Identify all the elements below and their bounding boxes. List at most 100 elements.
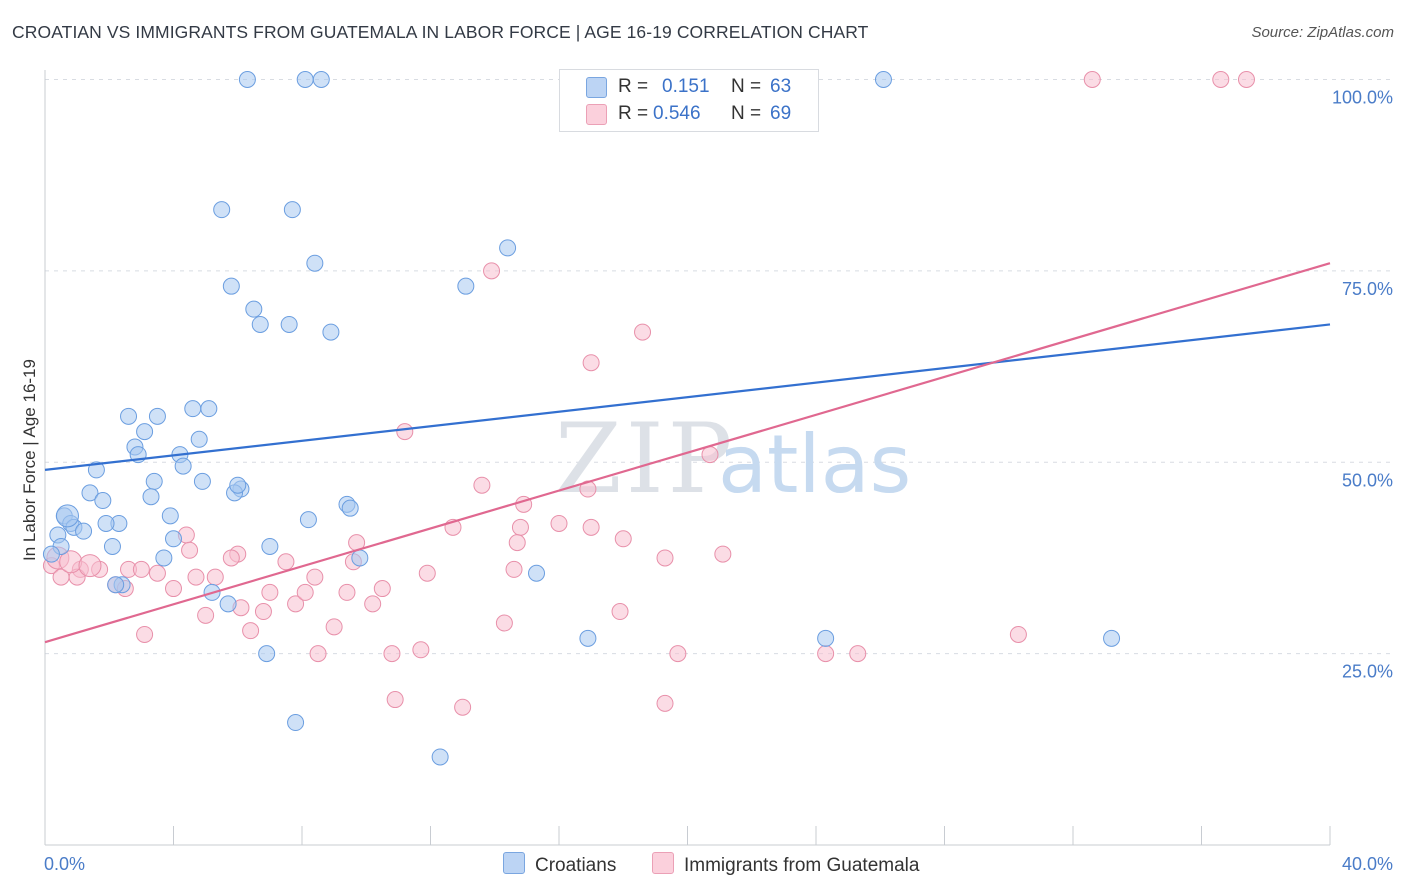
guatemala-point — [412, 641, 430, 659]
y-tick-label: 100.0% — [1332, 88, 1393, 108]
guatemala-point — [242, 622, 260, 640]
croatian-point — [190, 430, 208, 448]
guatemala-point — [1009, 625, 1027, 643]
y-tick-label: 50.0% — [1342, 470, 1393, 490]
guatemala-point — [614, 530, 632, 548]
croatian-point — [103, 537, 121, 555]
legend-swatch-guatemala — [586, 104, 607, 125]
legend-swatch-croatians — [586, 77, 607, 98]
guatemala-point — [550, 514, 568, 532]
croatian-point — [222, 277, 240, 295]
guatemala-point — [1212, 71, 1230, 88]
croatian-point — [238, 71, 256, 88]
guatemala-point — [418, 564, 436, 582]
source-label: Source: ZipAtlas.com — [1251, 24, 1394, 41]
croatian-point — [42, 545, 60, 563]
guatemala-point — [277, 553, 295, 571]
croatian-point — [322, 323, 340, 341]
guatemala-point — [383, 645, 401, 663]
croatian-point — [145, 472, 163, 490]
croatian-point — [499, 239, 517, 257]
croatian-point — [245, 300, 263, 318]
croatian-point — [165, 530, 182, 548]
bottom-swatch-guatemala — [652, 852, 674, 874]
guatemala-point — [505, 560, 523, 578]
guatemala-point — [701, 446, 719, 464]
y-tick-labels: 25.0% 50.0% 75.0% 100.0% — [1332, 88, 1393, 682]
guatemala-point — [582, 354, 600, 372]
croatian-point — [299, 511, 317, 529]
y-axis-label: In Labor Force | Age 16-19 — [20, 359, 39, 561]
legend-r-guatemala: 0.546 — [653, 103, 701, 124]
croatian-point — [1103, 629, 1121, 647]
guatemala-point — [714, 545, 732, 563]
croatian-point — [817, 629, 835, 647]
guatemala-point — [495, 614, 513, 632]
guatemala-point — [483, 262, 501, 280]
watermark: ZIP atlas — [555, 403, 911, 515]
guatemala-point — [1237, 71, 1255, 88]
croatian-point — [351, 549, 369, 567]
chart-title: CROATIAN VS IMMIGRANTS FROM GUATEMALA IN… — [12, 22, 869, 42]
croatian-point — [75, 522, 93, 540]
guatemala-point — [287, 595, 305, 613]
guatemala-point — [197, 606, 215, 624]
guatemala-point — [508, 534, 526, 552]
croatian-point — [312, 71, 330, 88]
croatian-point — [219, 595, 237, 613]
croatian-point — [136, 423, 154, 441]
guatemala-point — [473, 476, 491, 494]
guatemala-point — [306, 568, 324, 586]
bottom-legend-guatemala-label: Immigrants from Guatemala — [684, 855, 920, 876]
croatian-point — [280, 315, 298, 333]
guatemala-point — [132, 560, 150, 578]
legend-n-label: N = — [731, 103, 762, 124]
bottom-legend-croatians-label: Croatians — [535, 855, 617, 876]
guatemala-point — [222, 549, 240, 567]
guatemala-point — [254, 603, 272, 621]
croatian-point — [200, 400, 218, 418]
guatemala-point — [669, 645, 687, 663]
axes — [44, 70, 1331, 846]
guatemala-point — [364, 595, 382, 613]
stats-legend: R = 0.151 N = 63 R = 0.546 N = 69 — [559, 69, 819, 132]
guatemala-point — [656, 694, 674, 712]
legend-r-croatians: 0.151 — [662, 76, 710, 97]
croatian-point — [94, 492, 112, 510]
legend-n-guatemala: 69 — [770, 103, 792, 124]
croatian-point — [229, 476, 247, 494]
croatian-point — [431, 748, 449, 766]
y-tick-label: 25.0% — [1342, 662, 1393, 682]
guatemala-point — [656, 549, 674, 567]
grid-lines — [45, 79, 1395, 655]
croatian-point — [55, 504, 79, 528]
croatian-point — [261, 537, 279, 555]
x-tick-label: 40.0% — [1342, 854, 1393, 874]
watermark-atlas: atlas — [718, 418, 911, 511]
croatian-point — [184, 400, 202, 418]
croatian-point — [120, 407, 138, 425]
guatemala-point — [206, 568, 224, 586]
guatemala-point — [582, 518, 600, 536]
croatian-point — [142, 488, 160, 506]
x-tick-label: 0.0% — [44, 854, 85, 874]
guatemala-point — [148, 564, 166, 582]
guatemala-point — [325, 618, 343, 636]
croatian-point — [155, 549, 173, 567]
croatian-point — [213, 201, 231, 219]
croatian-point — [457, 277, 475, 295]
guatemala-point — [165, 580, 182, 598]
croatian-point — [528, 564, 546, 582]
guatemala-trend-line — [44, 262, 1331, 644]
croatian-point — [174, 457, 192, 475]
croatian-point — [161, 507, 179, 525]
guatemala-point — [396, 423, 414, 441]
croatian-point — [193, 472, 211, 490]
croatian-point — [287, 714, 305, 732]
croatian-point — [87, 461, 105, 479]
croatian-point — [258, 645, 276, 663]
guatemala-point — [373, 580, 391, 598]
guatemala-point — [261, 583, 279, 601]
croatian-point — [107, 576, 125, 594]
